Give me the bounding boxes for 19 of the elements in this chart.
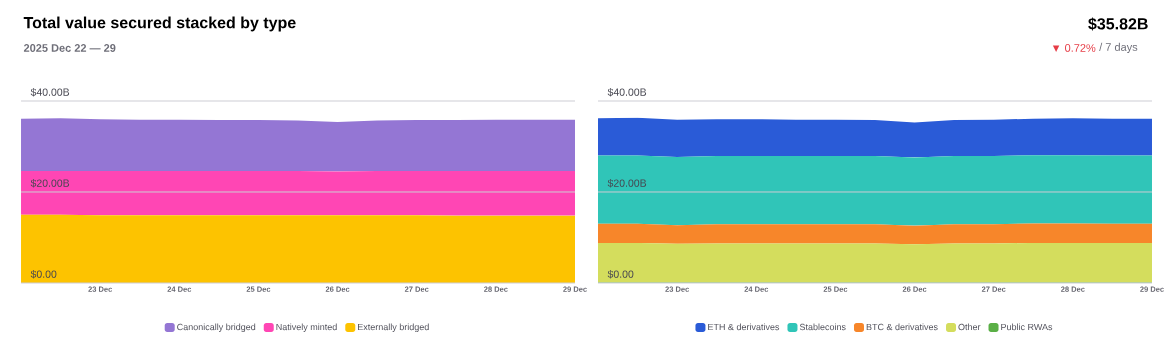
- text: / 7 days: [1099, 42, 1138, 54]
- legend-label: Canonically bridged: [177, 323, 256, 332]
- legend-label: Natively minted: [276, 323, 337, 332]
- legend-label: Externally bridged: [358, 323, 429, 332]
- y-tick-label: $0.00: [30, 269, 57, 279]
- y-tick-label: $20.00B: [30, 178, 70, 188]
- y-tick-label: $0.00: [607, 269, 634, 279]
- chart-title: Total value secured stacked by type: [23, 16, 296, 32]
- legend-label: BTC & derivatives: [866, 323, 938, 331]
- text: ▼ 0.72%: [1052, 44, 1096, 52]
- chart-subtitle: 2025 Dec 22 — 29: [23, 44, 116, 52]
- y-tick-label: $20.00B: [607, 178, 647, 188]
- legend-label: Stablecoins: [799, 323, 846, 331]
- legend-label: ETH & derivatives: [708, 323, 780, 331]
- text: $35.82B: [1088, 17, 1148, 31]
- legend-label: Other: [958, 323, 981, 331]
- y-tick-label: $40.00B: [607, 87, 647, 97]
- y-tick-label: $40.00B: [30, 87, 70, 97]
- legend-label: Public RWAs: [1001, 323, 1053, 331]
